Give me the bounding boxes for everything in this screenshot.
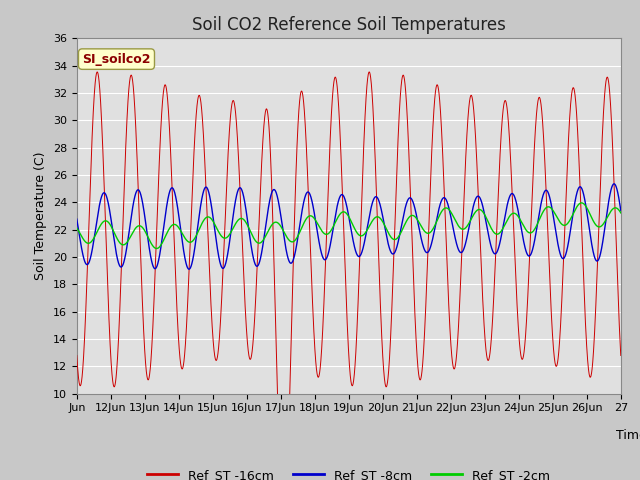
Text: SI_soilco2: SI_soilco2 — [82, 53, 151, 66]
Title: Soil CO2 Reference Soil Temperatures: Soil CO2 Reference Soil Temperatures — [192, 16, 506, 34]
Y-axis label: Soil Temperature (C): Soil Temperature (C) — [35, 152, 47, 280]
X-axis label: Time: Time — [616, 429, 640, 442]
Legend: Ref_ST -16cm, Ref_ST -8cm, Ref_ST -2cm: Ref_ST -16cm, Ref_ST -8cm, Ref_ST -2cm — [142, 464, 556, 480]
